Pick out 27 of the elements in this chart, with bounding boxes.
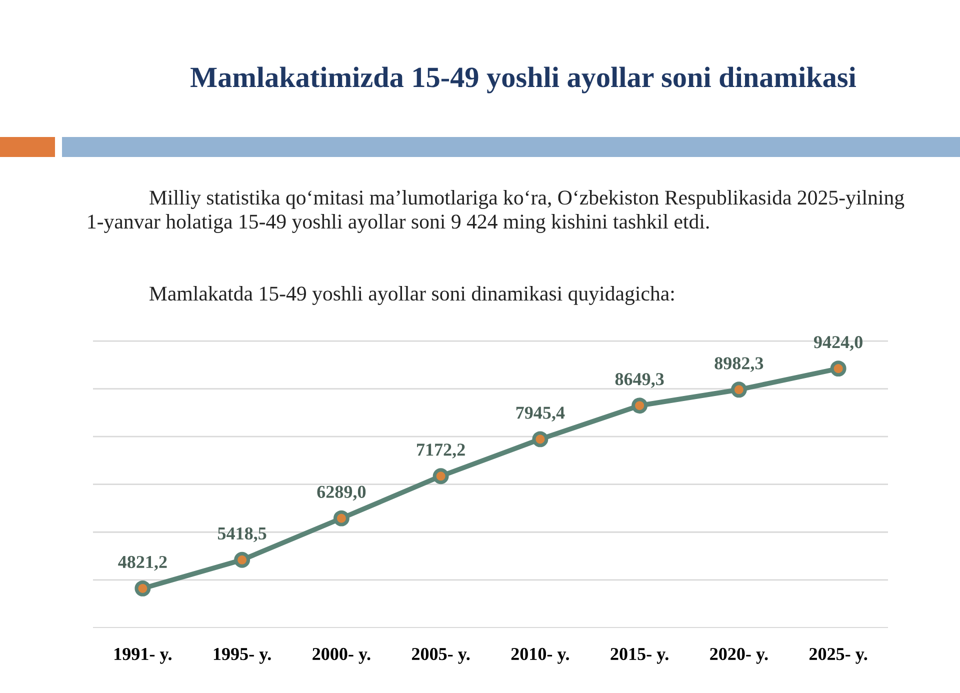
point — [234, 552, 250, 568]
data-label: 5418,5 — [218, 527, 266, 542]
data-label: 7945,4 — [516, 406, 565, 422]
x-tick-label: 2000- y. — [312, 648, 370, 664]
x-tick-label: 1995- y. — [214, 648, 271, 664]
data-label: 9424,0 — [814, 336, 862, 351]
point — [632, 398, 648, 414]
x-tick-label: 2020- y. — [710, 648, 768, 664]
x-tick-label: 2010- y. — [511, 648, 569, 664]
x-tick-label: 2005- y. — [412, 648, 470, 664]
data-label: 7172,2 — [417, 444, 465, 458]
point — [830, 360, 846, 377]
data-label: 6289,0 — [317, 486, 366, 501]
text: Milliy statistika qoʻmitasi maʼlumotlariga koʻra, Oʻzbekiston Respublikasida 2025-yilning 1-yanvar holatiga 15-49 yoshli ayollar soni 9 424 ming kishini tashkil etdi. — [88, 190, 904, 233]
text: Mamlakatda 15-49 yoshli ayollar soni dinamikasi quyidagicha: — [150, 286, 674, 305]
x-tick-label: 2015- y. — [610, 648, 668, 664]
data-label: 8982,3 — [714, 357, 764, 372]
point — [333, 510, 350, 526]
point — [532, 431, 548, 448]
data-label: 4821,2 — [118, 556, 167, 571]
point — [432, 468, 449, 484]
chart-title: Mamlakatimizda 15-49 yoshli ayollar soni dinamikasi — [190, 66, 856, 94]
x-tick-label: 2025- y. — [809, 648, 868, 664]
point — [134, 580, 151, 596]
point — [730, 382, 747, 398]
x-tick-label: 1991- y. — [114, 648, 172, 664]
data-label: 8649,3 — [615, 373, 664, 388]
